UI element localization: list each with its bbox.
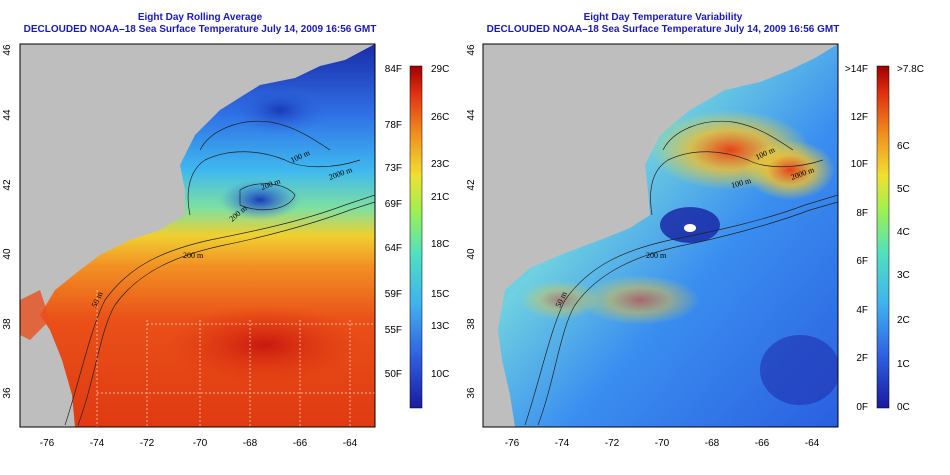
left-y-axis: 36 38 40 42 44 46 — [2, 44, 13, 399]
left-colorbar-f-label: 78F — [385, 120, 402, 131]
left-colorbar-c-label: 10C — [431, 369, 449, 380]
left-colorbar-c-label: 23C — [431, 159, 449, 170]
right-x-tick: -68 — [705, 438, 720, 449]
right-colorbar-f-label: >14F — [845, 64, 868, 75]
left-colorbar-f-label: 50F — [385, 369, 402, 380]
right-colorbar-f-label: 6F — [856, 256, 868, 267]
right-y-tick: 46 — [466, 44, 477, 56]
left-colorbar-f-label: 55F — [385, 325, 402, 336]
left-x-tick: -66 — [293, 438, 308, 449]
left-colorbar-f-labels: 84F 78F 73F 69F 64F 59F 55F 50F — [385, 64, 402, 380]
left-y-tick: 38 — [2, 318, 13, 330]
right-colorbar-c-label: 5C — [897, 184, 910, 195]
left-y-tick: 42 — [2, 179, 13, 191]
right-colorbar-f-label: 2F — [856, 353, 868, 364]
right-colorbar-f-labels: >14F 12F 10F 8F 6F 4F 2F 0F — [845, 64, 868, 413]
right-colorbar-f-label: 10F — [851, 159, 868, 170]
left-colorbar-f-label: 59F — [385, 289, 402, 300]
left-y-tick: 46 — [2, 44, 13, 56]
left-colorbar-f-label: 84F — [385, 64, 402, 75]
right-colorbar-c-label: 3C — [897, 270, 910, 281]
left-colorbar-c-label: 18C — [431, 239, 449, 250]
left-title-line2: DECLOUDED NOAA–18 Sea Surface Temperatur… — [23, 24, 377, 35]
left-y-tick: 36 — [2, 387, 13, 399]
right-colorbar-c-label: 2C — [897, 315, 910, 326]
left-colorbar-c-label: 29C — [431, 64, 449, 75]
left-y-tick: 40 — [2, 248, 13, 260]
left-colorbar-f-label: 73F — [385, 163, 402, 174]
right-x-tick: -66 — [755, 438, 770, 449]
right-colorbar-c-label: 1C — [897, 359, 910, 370]
right-y-tick: 44 — [466, 109, 477, 121]
right-y-tick: 38 — [466, 318, 477, 330]
right-x-tick: -74 — [555, 438, 570, 449]
right-colorbar-c-label: 4C — [897, 227, 910, 238]
left-colorbar-c-label: 21C — [431, 192, 449, 203]
right-colorbar-f-label: 0F — [856, 402, 868, 413]
right-y-tick: 36 — [466, 387, 477, 399]
right-y-tick: 42 — [466, 179, 477, 191]
right-colorbar-f-label: 12F — [851, 112, 868, 123]
left-title-line1: Eight Day Rolling Average — [137, 12, 263, 23]
right-contour-label-200m: 200 m — [646, 251, 667, 260]
left-x-tick: -76 — [40, 438, 55, 449]
left-x-tick: -68 — [243, 438, 258, 449]
left-x-axis: -76 -74 -72 -70 -68 -66 -64 — [40, 438, 358, 449]
right-x-tick: -76 — [505, 438, 520, 449]
left-colorbar-c-labels: 29C 26C 23C 21C 18C 15C 13C 10C — [431, 64, 449, 380]
right-x-tick: -64 — [805, 438, 820, 449]
right-y-axis: 36 38 40 42 44 46 — [466, 44, 477, 399]
right-colorbar — [876, 65, 890, 409]
left-x-tick: -74 — [90, 438, 105, 449]
right-map — [483, 44, 838, 427]
left-colorbar-c-label: 26C — [431, 112, 449, 123]
right-title-line1: Eight Day Temperature Variability — [583, 12, 743, 23]
right-colorbar-c-label: 0C — [897, 402, 910, 413]
left-x-tick: -64 — [343, 438, 358, 449]
right-colorbar-c-labels: >7.8C 6C 5C 4C 3C 2C 1C 0C — [897, 64, 924, 413]
left-x-tick: -70 — [193, 438, 208, 449]
left-y-tick: 44 — [2, 109, 13, 121]
left-map — [20, 44, 375, 427]
right-y-tick: 40 — [466, 248, 477, 260]
left-colorbar-f-label: 69F — [385, 199, 402, 210]
right-title-line2: DECLOUDED NOAA–18 Sea Surface Temperatur… — [486, 24, 840, 35]
left-colorbar — [409, 65, 423, 409]
right-colorbar-c-label: >7.8C — [897, 64, 924, 75]
left-colorbar-c-label: 15C — [431, 289, 449, 300]
right-x-tick: -70 — [655, 438, 670, 449]
left-colorbar-f-label: 64F — [385, 243, 402, 254]
left-contour-label-200m-c: 200 m — [183, 251, 204, 260]
right-colorbar-f-label: 4F — [856, 305, 868, 316]
right-colorbar-f-label: 8F — [856, 208, 868, 219]
left-x-tick: -72 — [140, 438, 155, 449]
right-x-tick: -72 — [605, 438, 620, 449]
right-x-axis: -76 -74 -72 -70 -68 -66 -64 — [505, 438, 820, 449]
left-colorbar-c-label: 13C — [431, 321, 449, 332]
right-colorbar-c-label: 6C — [897, 141, 910, 152]
